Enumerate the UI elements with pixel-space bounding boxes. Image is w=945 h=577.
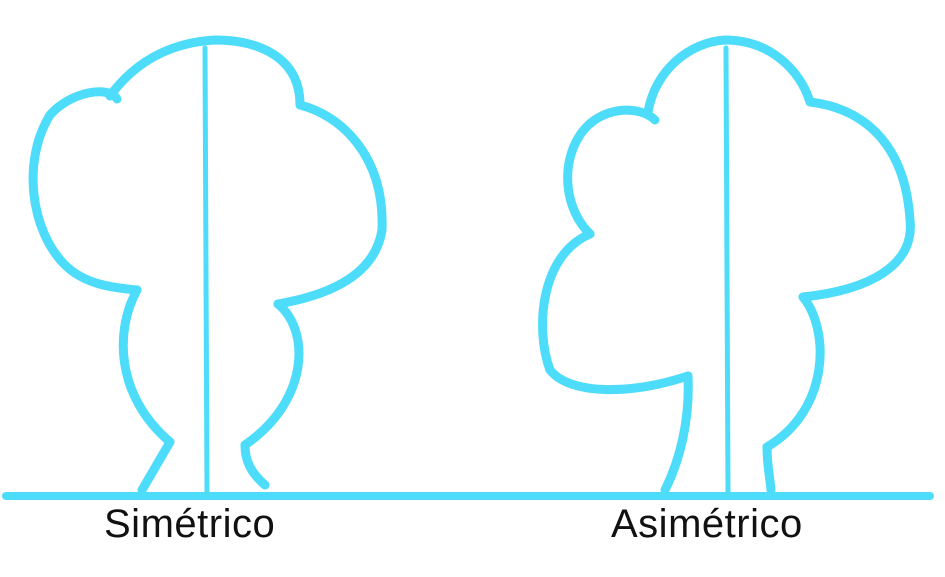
asymmetric-right-bulge [762,292,825,452]
symmetric-label: Simétrico [104,502,276,546]
symmetric-trunk-right [240,440,270,490]
symmetric-left-bulge [118,285,175,447]
asymmetric-trunk-left [660,371,693,495]
symmetric-crown-right-lobe [273,100,387,309]
asymmetric-trunk-right [762,442,776,495]
symmetric-tree [28,35,387,497]
asymmetric-crown-upper-left-lobe [563,105,660,239]
asymmetric-crown-lower-left-lobe [538,229,693,395]
asymmetric-crown-right-lobe [798,97,915,302]
asymmetric-axis [723,45,731,497]
symmetric-crown-top [105,35,305,110]
symmetric-axis [202,45,210,497]
asymmetric-crown-top [643,35,815,117]
symmetric-trunk-left [137,437,175,495]
symmetric-right-bulge [240,299,304,450]
asymmetric-label: Asimétrico [611,502,803,546]
symmetric-crown-left-lobe [28,87,142,295]
asymmetric-tree [538,35,915,497]
